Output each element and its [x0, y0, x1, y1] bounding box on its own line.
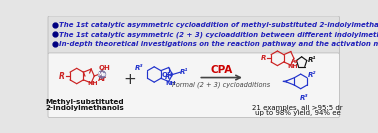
Text: OH: OH — [161, 72, 173, 78]
Text: R: R — [59, 72, 65, 80]
Text: In-depth theoretical investigations on the reaction pathway and the activation m: In-depth theoretical investigations on t… — [59, 41, 378, 47]
Text: The 1st catalytic asymmetric (2 + 3) cycloaddition between different indolylmeth: The 1st catalytic asymmetric (2 + 3) cyc… — [59, 31, 378, 38]
Text: R²: R² — [165, 74, 174, 80]
FancyBboxPatch shape — [48, 53, 339, 118]
Text: R: R — [260, 55, 266, 61]
Text: 21 examples, all >95:5 dr: 21 examples, all >95:5 dr — [252, 105, 343, 111]
Text: 2-indolylmethanols: 2-indolylmethanols — [45, 105, 124, 111]
Text: Formal (2 + 3) cycloadditions: Formal (2 + 3) cycloadditions — [172, 81, 271, 88]
Text: Me: Me — [98, 72, 107, 77]
Text: Ar: Ar — [291, 59, 299, 65]
Text: +: + — [124, 72, 136, 87]
Text: R¹: R¹ — [308, 57, 317, 63]
Text: NH: NH — [87, 81, 98, 86]
Text: Methyl-substituted: Methyl-substituted — [45, 99, 124, 105]
Circle shape — [98, 71, 106, 78]
Text: up to 98% yield, 94% ee: up to 98% yield, 94% ee — [255, 110, 341, 116]
Text: NH: NH — [288, 64, 298, 68]
FancyBboxPatch shape — [48, 16, 339, 54]
Text: CPA: CPA — [211, 65, 233, 75]
Text: R³: R³ — [299, 95, 308, 101]
Text: R¹: R¹ — [180, 69, 188, 75]
Text: OH: OH — [98, 65, 110, 70]
Text: The 1st catalytic asymmetric cycloaddition of methyl-substituted 2-indolylmethan: The 1st catalytic asymmetric cycloadditi… — [59, 22, 378, 28]
Text: Ar: Ar — [98, 76, 107, 82]
Text: NH: NH — [166, 81, 176, 86]
Text: R³: R³ — [135, 65, 143, 71]
Text: R²: R² — [308, 72, 316, 78]
